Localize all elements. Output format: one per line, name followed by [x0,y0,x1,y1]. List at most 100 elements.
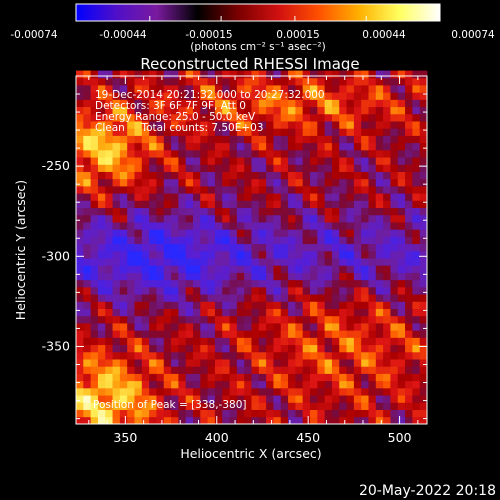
heatmap-cell [244,351,252,360]
heatmap-cell [405,142,413,151]
heatmap-cell [412,200,421,209]
heatmap-cell [339,272,347,281]
heatmap-cell [214,265,223,273]
heatmap-cell [302,92,311,100]
heatmap-cell [185,185,194,194]
heatmap-cell [331,272,340,281]
heatmap-cell [141,92,150,100]
heatmap-cell [361,142,369,151]
heatmap-cell [251,135,260,144]
heatmap-cell [375,308,384,317]
heatmap-cell [76,70,84,79]
heatmap-cell [83,416,92,425]
heatmap-cell [405,301,413,309]
heatmap-cell [353,70,362,79]
heatmap-cell [251,351,260,360]
heatmap-cell [119,359,128,367]
heatmap-cell [193,113,201,122]
heatmap-cell [251,359,260,367]
heatmap-cell [244,171,252,180]
heatmap-cell [317,315,326,324]
heatmap-cell [112,135,121,144]
heatmap-cell [163,416,172,425]
heatmap-cell [97,113,106,122]
heatmap-cell [163,128,172,136]
heatmap-cell [105,229,113,237]
heatmap-cell [295,92,304,100]
heatmap-cell [288,315,296,324]
heatmap-cell [317,409,326,418]
heatmap-cell [324,402,333,410]
heatmap-cell [112,402,121,410]
heatmap-cell [127,337,135,346]
heatmap-cell [324,351,333,360]
heatmap-cell [200,229,209,237]
heatmap-cell [288,301,296,309]
heatmap-cell [149,243,157,252]
heatmap-cell [339,301,347,309]
heatmap-cell [280,77,289,86]
heatmap-cell [361,193,369,201]
heatmap-cell [295,171,304,180]
heatmap-cell [266,121,274,129]
heatmap-cell [193,77,201,86]
heatmap-cell [302,315,311,324]
heatmap-cell [83,128,92,136]
heatmap-cell [134,323,143,331]
heatmap-cell [375,178,384,187]
heatmap-cell [397,373,406,382]
heatmap-cell [397,416,406,425]
heatmap-cell [236,315,245,324]
heatmap-cell [258,229,267,237]
heatmap-cell [134,294,143,302]
heatmap-cell [90,99,99,108]
heatmap-cell [229,351,238,360]
heatmap-cell [236,373,245,382]
heatmap-cell [375,243,384,252]
heatmap-cell [236,207,245,216]
heatmap-cell [163,85,172,93]
heatmap-cell [244,315,252,324]
heatmap-cell [375,149,384,158]
heatmap-cell [331,135,340,144]
heatmap-cell [244,99,252,108]
heatmap-cell [105,315,113,324]
heatmap-cell [310,344,318,353]
heatmap-cell [280,380,289,389]
heatmap-cell [353,416,362,425]
heatmap-cell [273,409,282,418]
heatmap-cell [222,315,230,324]
heatmap-cell [324,330,333,338]
heatmap-cell [244,416,252,425]
plot-frame [75,75,428,425]
heatmap-cell [134,222,143,230]
heatmap-cell [119,92,128,100]
heatmap-cell [163,315,172,324]
heatmap-cell [222,416,230,425]
heatmap-cell [236,366,245,374]
heatmap-cell [339,387,347,396]
heatmap-cell [324,92,333,100]
heatmap-cell [200,344,209,353]
heatmap-cell [244,70,252,79]
heatmap-cell [236,200,245,209]
heatmap-cell [273,330,282,338]
heatmap-cell [193,135,201,144]
heatmap-cell [112,157,121,165]
heatmap-cell [97,279,106,288]
heatmap-cell [105,402,113,410]
heatmap-cell [200,279,209,288]
heatmap-cell [288,222,296,230]
colorbar-frame [75,3,441,22]
heatmap-cell [90,294,99,302]
heatmap-cell [76,308,84,317]
heatmap-cell [397,113,406,122]
heatmap-cell [266,128,274,136]
heatmap-cell [405,330,413,338]
heatmap-cell [273,236,282,245]
heatmap-cell [112,70,121,79]
heatmap-cell [83,308,92,317]
heatmap-cell [141,121,150,129]
heatmap-cell [273,279,282,288]
heatmap-cell [273,294,282,302]
